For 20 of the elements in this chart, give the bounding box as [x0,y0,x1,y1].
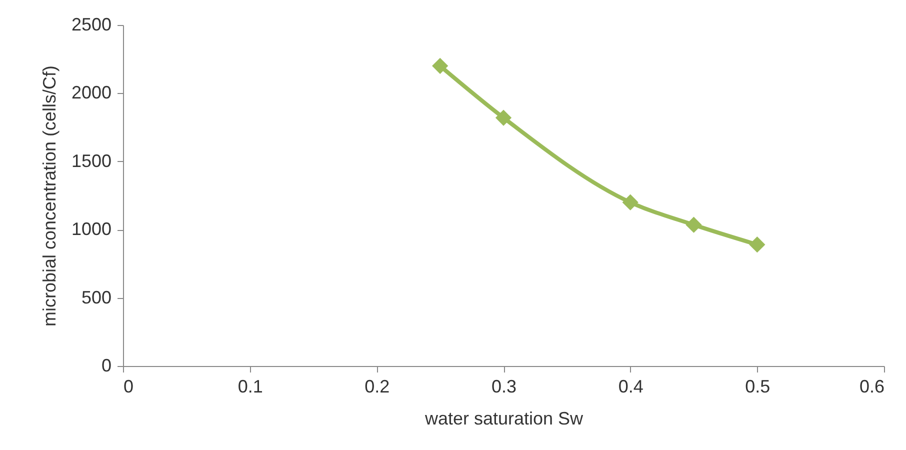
point [749,236,766,253]
x-axis-title: water saturation Sw [424,408,584,428]
point [622,194,638,210]
point [495,110,512,126]
point [686,216,702,233]
y-tick-label: 1500 [71,150,112,171]
y-tick-label: 0 [101,356,112,376]
x-tick-label: 0.5 [745,376,770,396]
x-tick-label: 0 [124,376,134,396]
y-tick-label: 500 [81,287,112,308]
y-tick-label: 2500 [71,14,112,34]
y-tick-label: 2000 [71,82,112,103]
point [432,58,448,74]
x-tick-label: 0.6 [859,376,884,396]
x-tick-label: 0.1 [238,376,263,396]
y-axis-title: microbial concentration (cells/Cf) [39,65,60,327]
y-tick-label: 1000 [71,219,112,240]
x-tick-label: 0.4 [618,376,644,396]
x-tick-label: 0.3 [491,376,517,396]
x-tick-label: 0.2 [364,376,390,396]
